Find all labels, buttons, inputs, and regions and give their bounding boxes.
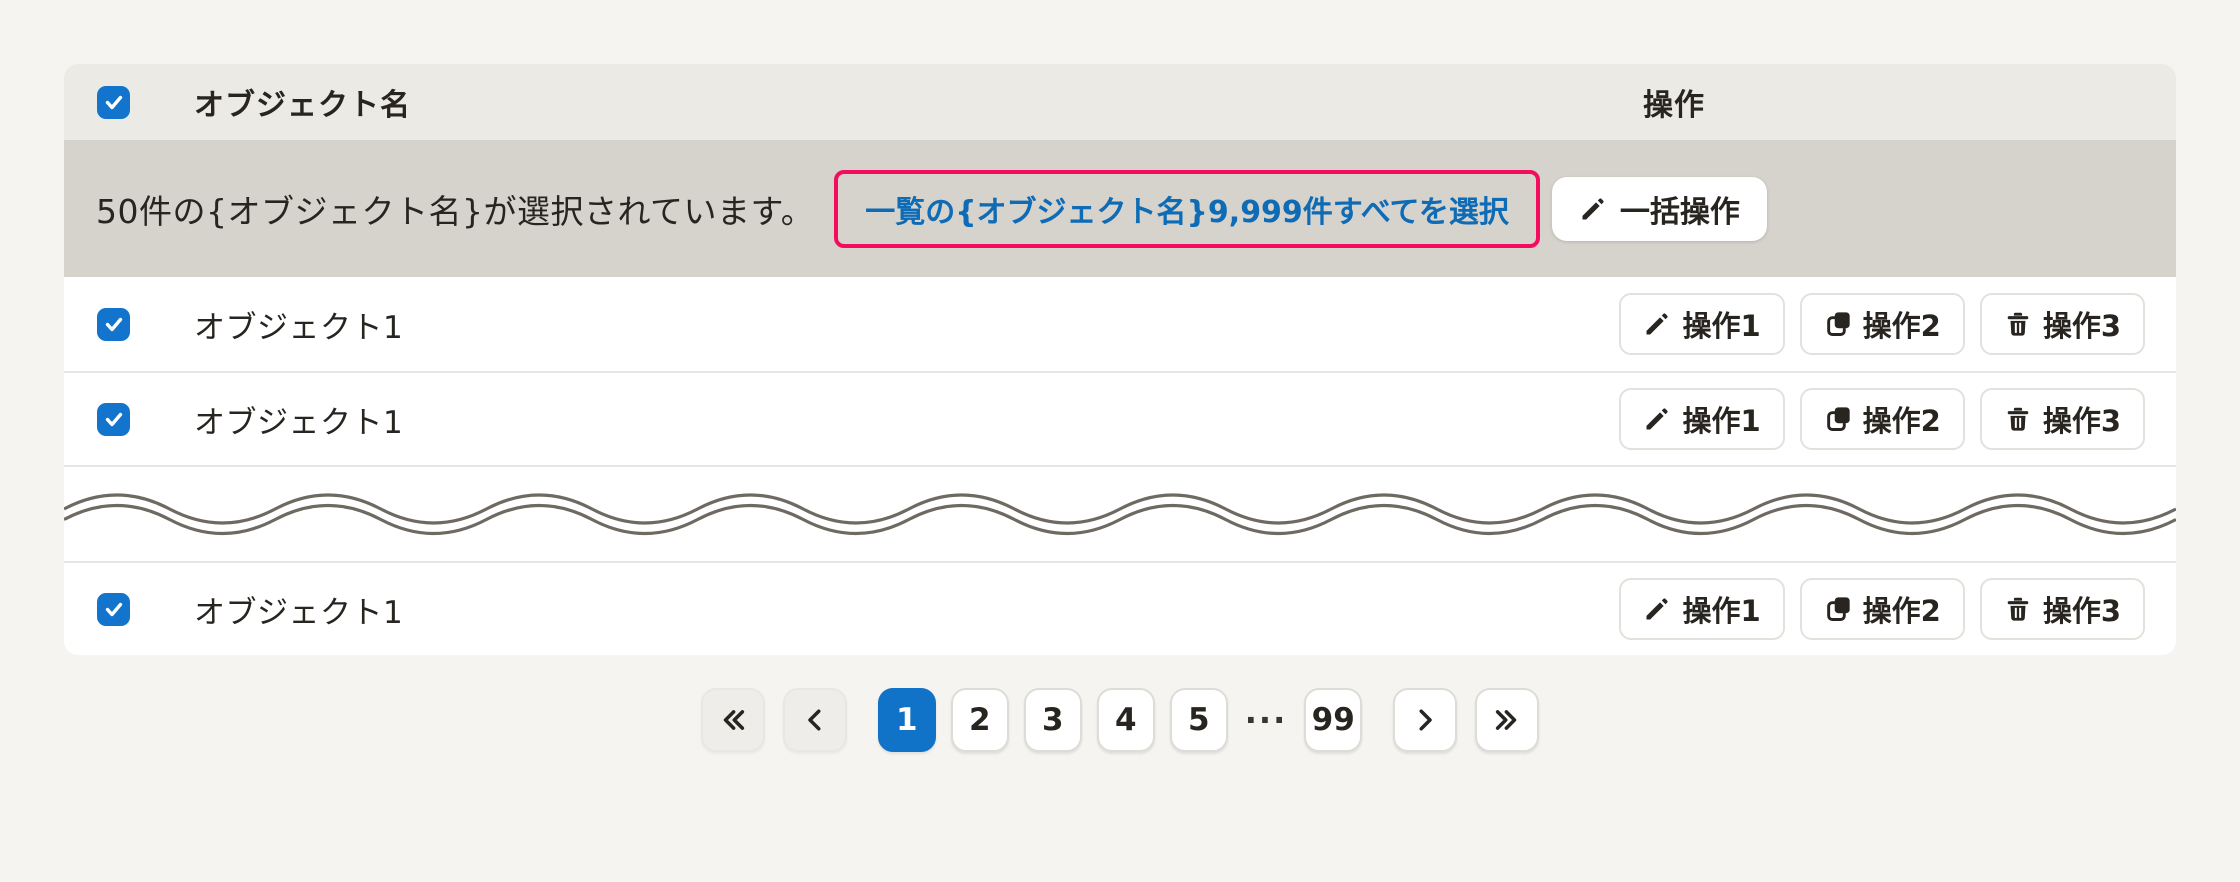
pencil-icon	[1646, 598, 1669, 620]
chevrons-left-icon	[723, 710, 744, 730]
page-button-2[interactable]: 2	[950, 688, 1009, 752]
row-checkbox[interactable]	[97, 402, 130, 436]
copy-icon	[1826, 595, 1851, 621]
page-button-4[interactable]: 4	[1096, 688, 1155, 752]
action2-button[interactable]: 操作2	[1799, 388, 1965, 450]
pencil-icon	[1646, 313, 1669, 335]
row-actions: 操作1 操作2 操作3	[1619, 578, 2145, 640]
column-header-object-name: オブジェクト名	[194, 88, 411, 123]
action2-button[interactable]: 操作2	[1799, 578, 1965, 640]
check-icon	[105, 412, 122, 427]
chevron-left-icon	[808, 709, 821, 731]
pencil-icon	[1582, 197, 1604, 219]
action3-label: 操作3	[2042, 594, 2121, 628]
action2-button[interactable]: 操作2	[1799, 293, 1965, 355]
table-row: オブジェクト1 操作1 操作2 操作3	[64, 277, 2176, 371]
action1-label: 操作1	[1682, 404, 1761, 438]
check-icon	[105, 602, 122, 617]
selection-count-text: 50件の{オブジェクト名}が選択されています。	[96, 191, 815, 231]
check-icon	[105, 95, 122, 110]
page-button-99[interactable]: 99	[1304, 688, 1363, 752]
action2-label: 操作2	[1862, 309, 1941, 343]
pagination-pages: 1 2 3 4 5 ··· 99	[877, 688, 1363, 752]
wave-lines	[64, 493, 2176, 535]
action3-button[interactable]: 操作3	[1979, 388, 2145, 450]
page-button-5[interactable]: 5	[1169, 688, 1228, 752]
action3-label: 操作3	[2042, 309, 2121, 343]
bulk-action-label: 一括操作	[1619, 194, 1740, 230]
column-header-actions: 操作	[1643, 88, 1705, 123]
action1-label: 操作1	[1682, 309, 1761, 343]
action1-button[interactable]: 操作1	[1619, 293, 1785, 355]
trash-icon	[2007, 597, 2029, 621]
object-name: オブジェクト1	[194, 404, 404, 441]
action3-button[interactable]: 操作3	[1979, 293, 2145, 355]
table-header-row: オブジェクト名 操作	[64, 64, 2176, 140]
select-all-in-list-link[interactable]: 一覧の{オブジェクト名}9,999件すべてを選択	[834, 169, 1540, 248]
pencil-icon	[1646, 408, 1669, 430]
page-button-3[interactable]: 3	[1023, 688, 1082, 752]
row-checkbox[interactable]	[97, 592, 130, 626]
action1-button[interactable]: 操作1	[1619, 388, 1785, 450]
page-button-1[interactable]: 1	[877, 688, 936, 752]
object-name: オブジェクト1	[194, 594, 404, 631]
row-checkbox[interactable]	[97, 307, 130, 341]
pagination-first-button[interactable]	[700, 688, 765, 752]
selection-banner: 50件の{オブジェクト名}が選択されています。 一覧の{オブジェクト名}9,99…	[64, 140, 2176, 277]
pagination: 1 2 3 4 5 ··· 99	[0, 688, 2240, 752]
table-row: オブジェクト1 操作1 操作2 操作3	[64, 561, 2176, 655]
action2-label: 操作2	[1862, 594, 1941, 628]
bulk-action-button[interactable]: 一括操作	[1551, 176, 1767, 241]
object-name: オブジェクト1	[194, 309, 404, 346]
pagination-ellipsis: ···	[1244, 701, 1288, 739]
select-all-checkbox[interactable]	[97, 85, 130, 119]
trash-icon	[2007, 312, 2029, 336]
action3-button[interactable]: 操作3	[1979, 578, 2145, 640]
copy-icon	[1826, 310, 1851, 336]
check-icon	[105, 317, 122, 332]
pagination-prev-button[interactable]	[782, 688, 847, 752]
truncation-wave-divider	[64, 465, 2176, 561]
chevron-right-icon	[1419, 709, 1432, 731]
row-actions: 操作1 操作2 操作3	[1619, 293, 2145, 355]
row-actions: 操作1 操作2 操作3	[1619, 388, 2145, 450]
copy-icon	[1826, 405, 1851, 431]
object-table: オブジェクト名 操作 50件の{オブジェクト名}が選択されています。 一覧の{オ…	[64, 64, 2176, 655]
action3-label: 操作3	[2042, 404, 2121, 438]
trash-icon	[2007, 407, 2029, 431]
pagination-next-button[interactable]	[1393, 688, 1458, 752]
table-row: オブジェクト1 操作1 操作2 操作3	[64, 371, 2176, 465]
action1-label: 操作1	[1682, 594, 1761, 628]
chevrons-right-icon	[1496, 710, 1517, 730]
action2-label: 操作2	[1862, 404, 1941, 438]
action1-button[interactable]: 操作1	[1619, 578, 1785, 640]
pagination-last-button[interactable]	[1475, 688, 1540, 752]
